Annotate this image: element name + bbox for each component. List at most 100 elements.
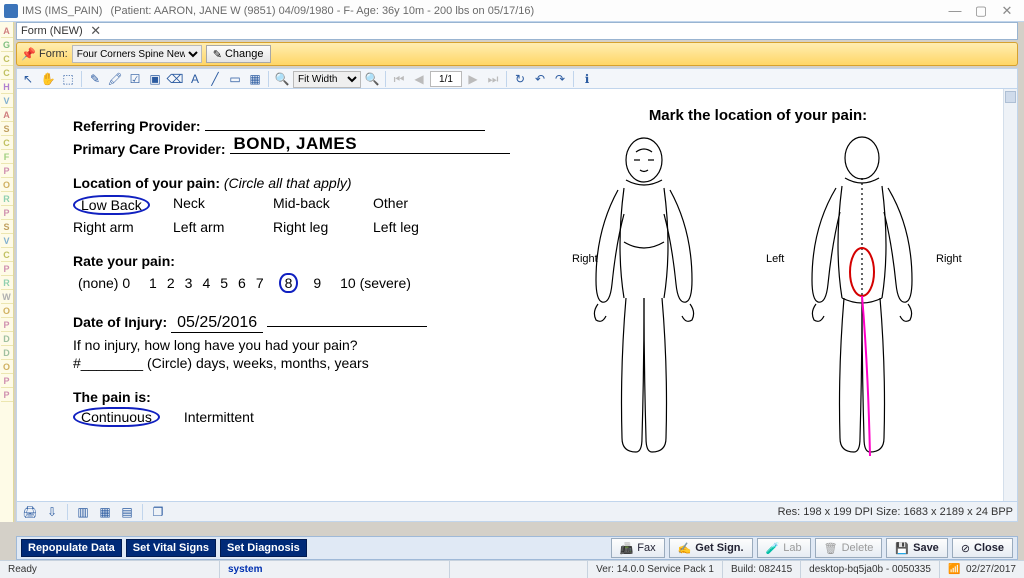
nav-letter[interactable]: H [1,80,13,94]
nav-letter[interactable]: P [1,164,13,178]
ws-grid-icon[interactable]: ▤ [118,503,136,521]
pain-is-option[interactable]: Continuous [73,409,160,425]
vertical-scrollbar[interactable] [1003,89,1017,521]
pain-level[interactable]: 5 [220,275,228,291]
subform-close-button[interactable]: ✕ [83,22,109,40]
set-diagnosis-button[interactable]: Set Diagnosis [220,539,307,557]
last-page-icon[interactable]: ⏭ [484,70,502,88]
nav-letter[interactable]: P [1,206,13,220]
nav-letter[interactable]: C [1,136,13,150]
lab-button[interactable]: 🧪 Lab [757,538,811,558]
text-tool-icon[interactable]: A [186,70,204,88]
close-window-button[interactable]: ✕ [994,2,1020,20]
pcp-field[interactable]: BOND, JAMES [230,138,510,154]
close-button[interactable]: ⊘ Close [952,538,1013,558]
stamp-tool-icon[interactable]: ▭ [226,70,244,88]
nav-letter[interactable]: D [1,346,13,360]
nav-letter[interactable]: R [1,192,13,206]
set-vitals-button[interactable]: Set Vital Signs [126,539,216,557]
nav-letter[interactable]: O [1,178,13,192]
nav-letter[interactable]: A [1,108,13,122]
location-option[interactable]: Neck [173,195,273,215]
check-tool-icon[interactable]: ☑ [126,70,144,88]
signature-tool-icon[interactable]: ▦ [246,70,264,88]
maximize-button[interactable]: ▢ [968,2,994,20]
form-select[interactable]: Four Corners Spine New Pati [72,45,202,63]
nav-letter[interactable]: W [1,290,13,304]
pointer-tool-icon[interactable]: ↖ [19,70,37,88]
page-indicator[interactable]: 1/1 [430,71,462,87]
pain-level[interactable]: 7 [256,275,264,291]
nav-letter[interactable]: V [1,94,13,108]
ws-export-icon[interactable]: ⇩ [43,503,61,521]
pen-tool-icon[interactable]: ✎ [86,70,104,88]
pain-level[interactable]: 1 [149,275,157,291]
ws-print-icon[interactable]: 🖨 [21,503,39,521]
referring-provider-field[interactable] [205,115,485,131]
location-option[interactable]: Right arm [73,219,173,235]
eraser-tool-icon[interactable]: ⌫ [166,70,184,88]
fax-button[interactable]: 📠 Fax [611,538,665,558]
nav-letter[interactable]: D [1,332,13,346]
body-front-svg[interactable]: Right [554,132,734,462]
scale-severe[interactable]: 10 (severe) [340,275,411,291]
prev-page-icon[interactable]: ◀ [410,70,428,88]
location-option[interactable]: Right leg [273,219,373,235]
nav-letter[interactable]: R [1,276,13,290]
save-button[interactable]: 💾 Save [886,538,947,558]
nav-letter[interactable]: F [1,150,13,164]
pain-level[interactable]: 6 [238,275,246,291]
next-page-icon[interactable]: ▶ [464,70,482,88]
nav-letter[interactable]: P [1,374,13,388]
nav-letter[interactable]: P [1,318,13,332]
nav-letter[interactable]: O [1,304,13,318]
delete-button[interactable]: 🗑 Delete [815,538,883,558]
pain-level[interactable]: 2 [167,275,175,291]
repopulate-button[interactable]: Repopulate Data [21,539,122,557]
pain-level[interactable]: 3 [185,275,193,291]
nav-letter[interactable]: S [1,220,13,234]
location-option[interactable]: Left arm [173,219,273,235]
hand-tool-icon[interactable]: ✋ [39,70,57,88]
pain-is-option[interactable]: Intermittent [184,409,254,425]
location-option[interactable]: Low Back [73,195,173,215]
nav-letter[interactable]: C [1,52,13,66]
get-signature-button[interactable]: ✍ Get Sign. [669,538,753,558]
marquee-tool-icon[interactable]: ⬚ [59,70,77,88]
rotate-left-icon[interactable]: ↶ [531,70,549,88]
nav-letter[interactable]: V [1,234,13,248]
change-button[interactable]: ✎ Change [206,45,271,63]
zoom-select[interactable]: Fit Width [293,71,361,88]
highlighter-tool-icon[interactable]: 🖍 [106,70,124,88]
ws-copy-icon[interactable]: ❐ [149,503,167,521]
rotate-right-icon[interactable]: ↷ [551,70,569,88]
nav-letter[interactable]: C [1,248,13,262]
body-back-svg[interactable]: Left Right [762,132,962,462]
nav-letter[interactable]: O [1,360,13,374]
info-icon[interactable]: ℹ [578,70,596,88]
nav-letter[interactable]: A [1,24,13,38]
nav-letter[interactable]: G [1,38,13,52]
location-option[interactable]: Mid-back [273,195,373,215]
location-option[interactable]: Other [373,195,463,215]
nav-letter[interactable]: P [1,262,13,276]
ws-page-icon[interactable]: ▥ [74,503,92,521]
minimize-button[interactable]: — [942,2,968,20]
zoom-in-icon[interactable]: 🔍 [363,70,381,88]
doi-value[interactable]: 05/25/2016 [171,314,263,333]
checkbox-tool-icon[interactable]: ▣ [146,70,164,88]
nav-letter[interactable]: P [1,388,13,402]
pain-level[interactable]: 4 [202,275,210,291]
first-page-icon[interactable]: ⏮ [390,70,408,88]
nav-letter[interactable]: S [1,122,13,136]
refresh-icon[interactable]: ↻ [511,70,529,88]
ws-thumb-icon[interactable]: ▦ [96,503,114,521]
location-option[interactable]: Left leg [373,219,463,235]
pain-level[interactable]: 8 [274,273,304,293]
scale-none[interactable]: (none) 0 [78,275,130,291]
line-tool-icon[interactable]: ╱ [206,70,224,88]
pain-level[interactable]: 9 [313,275,321,291]
pin-icon[interactable]: 📌 [21,47,35,61]
nav-letter[interactable]: C [1,66,13,80]
zoom-out-icon[interactable]: 🔍 [273,70,291,88]
